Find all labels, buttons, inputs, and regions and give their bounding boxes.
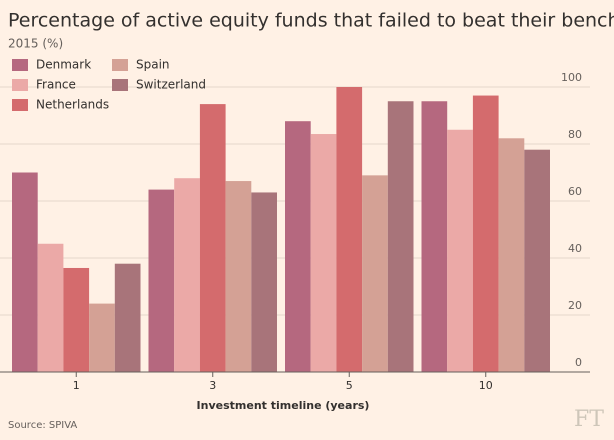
- bar: [251, 192, 277, 372]
- legend-label: Spain: [136, 58, 170, 72]
- bar: [336, 87, 363, 372]
- bar: [89, 303, 115, 372]
- source: Source: SPIVA: [8, 420, 77, 431]
- bar: [37, 243, 64, 372]
- legend-swatch: [12, 99, 28, 111]
- bar: [362, 175, 388, 372]
- y-tick-label: 100: [561, 71, 582, 84]
- legend-swatch: [112, 59, 128, 71]
- bar: [524, 149, 550, 372]
- bar: [285, 121, 311, 372]
- legend-swatch: [12, 59, 28, 71]
- bar: [225, 181, 252, 372]
- bar: [199, 104, 226, 372]
- legend-label: Denmark: [36, 58, 91, 72]
- bar: [114, 263, 141, 372]
- y-tick-label: 60: [568, 185, 582, 198]
- legend-swatch: [12, 79, 28, 91]
- y-tick-label: 20: [568, 299, 582, 312]
- y-tick-label: 0: [575, 356, 582, 369]
- bar: [447, 129, 473, 372]
- bar: [63, 267, 90, 372]
- bar: [12, 172, 38, 372]
- bar: [421, 101, 448, 372]
- y-tick-label: 80: [568, 128, 582, 141]
- bar: [148, 189, 175, 372]
- x-tick-label: 5: [346, 379, 353, 392]
- x-tick-label: 10: [479, 379, 493, 392]
- bar: [472, 95, 499, 373]
- x-tick-label: 1: [73, 379, 80, 392]
- chart-subtitle: 2015 (%): [8, 37, 63, 51]
- logo: FT: [574, 407, 604, 432]
- chart-title: Percentage of active equity funds that f…: [8, 10, 614, 32]
- bar: [498, 138, 525, 372]
- bar: [310, 134, 337, 372]
- legend-label: France: [36, 78, 76, 92]
- x-axis-label: Investment timeline (years): [197, 399, 370, 412]
- legend-swatch: [112, 79, 128, 91]
- y-tick-label: 40: [568, 242, 582, 255]
- bar: [174, 178, 200, 372]
- legend-label: Switzerland: [136, 78, 206, 92]
- bar: [387, 101, 414, 372]
- x-tick-label: 3: [209, 379, 216, 392]
- legend-label: Netherlands: [36, 98, 109, 112]
